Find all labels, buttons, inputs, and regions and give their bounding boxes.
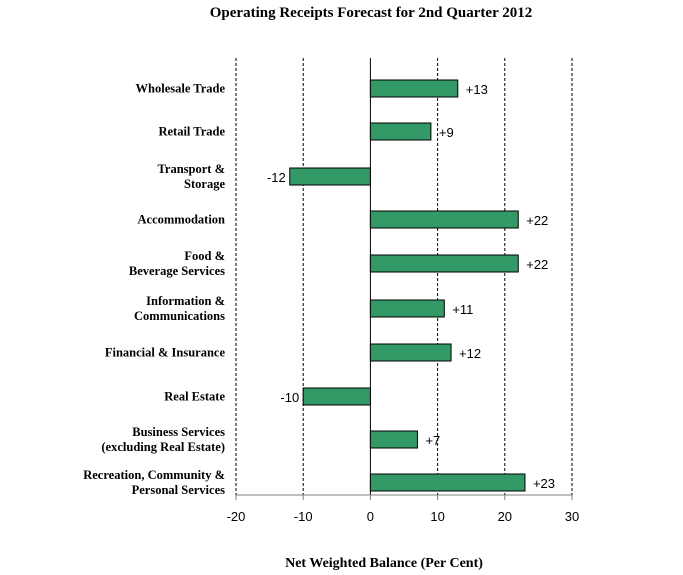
- category-label-line: Communications: [134, 309, 225, 323]
- category-labels: Wholesale Trade Retail Trade Transport & St…: [83, 82, 225, 498]
- bar: [369, 473, 526, 492]
- x-tick-label: 0: [367, 509, 374, 524]
- chart-title: Operating Receipts Forecast for 2nd Quar…: [210, 5, 532, 21]
- x-tick-label: -10: [294, 509, 313, 524]
- category-label-line: Food &: [184, 249, 225, 263]
- data-label: +11: [452, 302, 473, 317]
- data-label: +7: [425, 433, 440, 448]
- category-label: Wholesale Trade: [136, 82, 226, 96]
- bar: [369, 343, 452, 362]
- data-label: +12: [459, 346, 481, 361]
- x-tick-label: 20: [498, 509, 512, 524]
- category-label: Business Services (excluding Real Estate): [101, 425, 225, 454]
- data-label: +13: [466, 82, 488, 97]
- data-label: -10: [280, 390, 299, 405]
- category-label-line: Beverage Services: [129, 264, 225, 278]
- category-label: Food & Beverage Services: [129, 249, 225, 278]
- category-label-line: Real Estate: [164, 390, 225, 404]
- data-label: -12: [267, 170, 286, 185]
- bar: [369, 430, 418, 449]
- data-label: +23: [533, 476, 555, 491]
- bar: [369, 79, 459, 98]
- category-label: Information & Communications: [134, 294, 225, 323]
- category-label-line: Business Services: [132, 425, 225, 439]
- data-label: +22: [526, 257, 548, 272]
- data-label: +9: [439, 125, 454, 140]
- category-label-line: Personal Services: [132, 483, 226, 497]
- bar: [369, 122, 432, 141]
- category-label-line: Recreation, Community &: [83, 468, 225, 482]
- category-label: Real Estate: [164, 390, 225, 404]
- category-label: Accommodation: [138, 213, 226, 227]
- data-labels: +13 +9 -12 +22 +22 +11 +12 -10 +7 +23: [267, 82, 555, 491]
- bar: [369, 299, 445, 318]
- x-axis-title: Net Weighted Balance (Per Cent): [285, 556, 483, 571]
- category-label-line: Wholesale Trade: [136, 82, 226, 96]
- x-tick-label: 30: [565, 509, 579, 524]
- category-label-line: Storage: [184, 177, 225, 191]
- category-label-line: Accommodation: [138, 213, 226, 227]
- x-tick-label: -20: [227, 509, 246, 524]
- category-label-line: Financial & Insurance: [105, 346, 226, 360]
- bar: [302, 387, 371, 406]
- bar: [289, 167, 371, 186]
- category-label: Recreation, Community & Personal Services: [83, 468, 225, 497]
- bars: [289, 79, 526, 492]
- category-label: Retail Trade: [158, 125, 225, 139]
- data-label: +22: [526, 213, 548, 228]
- category-label-line: Retail Trade: [158, 125, 225, 139]
- x-axis: -20 -10 0 10 20 30: [227, 494, 579, 524]
- category-label: Financial & Insurance: [105, 346, 226, 360]
- category-label-line: Information &: [146, 294, 225, 308]
- category-label-line: Transport &: [158, 162, 225, 176]
- category-label-line: (excluding Real Estate): [101, 440, 225, 454]
- category-label: Transport & Storage: [158, 162, 226, 191]
- bar: [369, 254, 519, 273]
- bar: [369, 210, 519, 229]
- x-tick-label: 10: [430, 509, 444, 524]
